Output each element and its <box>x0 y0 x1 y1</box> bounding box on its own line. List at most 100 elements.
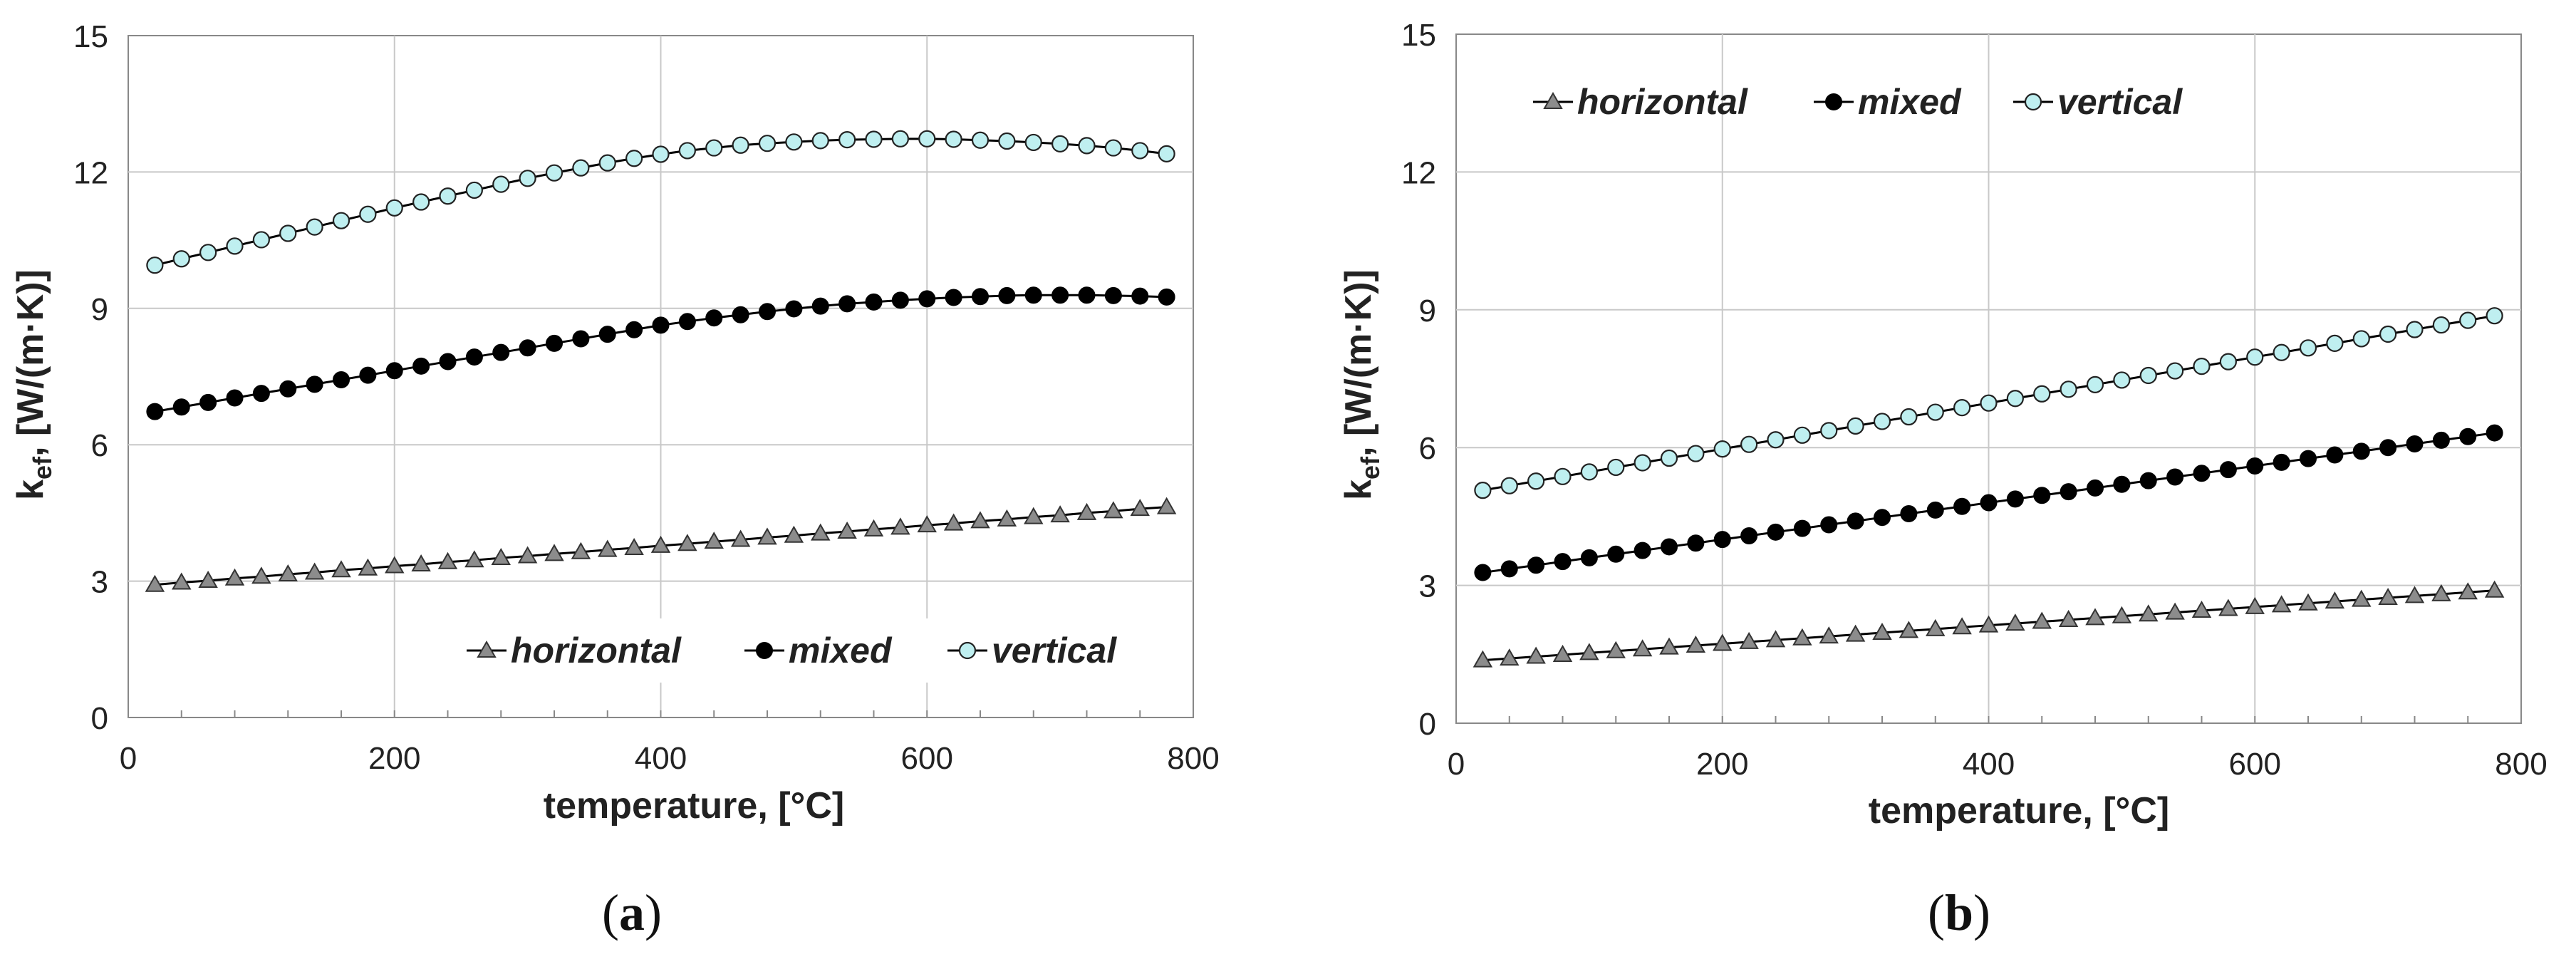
data-point-mixed <box>1474 564 1492 581</box>
data-point-mixed <box>465 348 483 366</box>
data-point-vertical <box>439 187 457 205</box>
data-point-horizontal <box>198 570 218 588</box>
y-axis-label: kef, [W/(m·K)] <box>10 269 57 500</box>
data-point-mixed <box>1953 497 1971 515</box>
y-tick-label: 9 <box>1419 294 1436 328</box>
data-point-vertical <box>1078 137 1096 155</box>
data-point-horizontal <box>2458 582 2478 600</box>
y-axis-label-subscript: ef <box>1356 456 1385 480</box>
data-point-vertical <box>1953 399 1971 417</box>
data-point-horizontal <box>1978 615 1999 633</box>
data-point-mixed <box>2459 428 2477 445</box>
data-point-horizontal <box>757 527 777 545</box>
data-point-horizontal <box>1473 650 1493 668</box>
data-point-horizontal <box>358 558 378 576</box>
data-point-horizontal <box>917 515 937 533</box>
data-point-mixed <box>1158 288 1175 306</box>
data-point-mixed <box>1078 286 1096 304</box>
data-point-horizontal <box>2271 595 2292 613</box>
data-point-mixed <box>1687 534 1705 552</box>
data-point-horizontal <box>863 519 884 537</box>
data-point-mixed <box>2352 442 2370 460</box>
data-point-horizontal <box>1076 502 1097 520</box>
data-point-horizontal <box>491 548 511 566</box>
data-point-horizontal <box>571 542 591 559</box>
legend-marker-mixed <box>1825 93 1842 110</box>
data-point-horizontal <box>1659 637 1679 655</box>
data-point-vertical <box>1687 445 1705 462</box>
data-point-mixed <box>785 300 803 318</box>
data-point-horizontal <box>890 517 910 535</box>
data-point-mixed <box>1104 286 1122 304</box>
data-point-horizontal <box>624 538 644 556</box>
data-point-vertical <box>2060 380 2077 398</box>
data-point-mixed <box>2166 468 2184 486</box>
data-point-horizontal <box>943 513 964 531</box>
data-point-mixed <box>2006 490 2024 508</box>
x-axis-label: temperature, [°C] <box>544 785 844 827</box>
data-point-vertical <box>998 132 1016 150</box>
data-point-vertical <box>1847 417 1864 435</box>
y-tick-label: 6 <box>91 428 108 463</box>
data-point-mixed <box>572 330 590 348</box>
data-point-vertical <box>1873 413 1891 430</box>
data-point-mixed <box>652 316 670 334</box>
data-point-vertical <box>865 130 883 148</box>
data-point-mixed <box>732 306 749 323</box>
data-point-horizontal <box>1926 618 1946 636</box>
legend-label-vertical: vertical <box>992 631 1117 670</box>
data-point-vertical <box>1580 463 1598 481</box>
data-point-vertical <box>732 136 749 154</box>
y-axis-label-subscript: ef <box>28 456 57 480</box>
data-point-vertical <box>252 231 270 249</box>
legend-background <box>452 618 1140 683</box>
data-point-mixed <box>252 385 270 403</box>
data-point-horizontal <box>1713 633 1733 651</box>
data-point-vertical <box>412 193 430 211</box>
data-point-vertical <box>465 181 483 200</box>
data-point-horizontal <box>1792 628 1812 646</box>
data-point-mixed <box>1131 287 1149 305</box>
data-point-horizontal <box>997 509 1017 527</box>
data-point-vertical <box>838 131 856 149</box>
data-point-vertical <box>2086 375 2104 393</box>
data-point-vertical <box>2033 385 2051 403</box>
data-point-horizontal <box>2005 613 2025 631</box>
data-point-vertical <box>1634 454 1651 472</box>
legend-marker-vertical <box>2024 93 2042 111</box>
data-point-vertical <box>918 130 936 147</box>
data-point-vertical <box>2352 330 2370 348</box>
data-point-horizontal <box>411 554 431 571</box>
data-point-vertical <box>678 142 696 160</box>
data-point-horizontal <box>2245 596 2265 614</box>
data-point-vertical <box>2326 334 2344 352</box>
data-point-vertical <box>172 250 190 268</box>
data-point-mixed <box>998 286 1016 304</box>
y-axis-label-main: k <box>1338 480 1379 500</box>
data-point-mixed <box>172 398 190 416</box>
data-point-mixed <box>1634 542 1651 559</box>
data-point-mixed <box>1661 538 1678 556</box>
data-point-mixed <box>945 289 962 306</box>
data-point-mixed <box>1024 286 1042 304</box>
data-point-horizontal <box>544 544 564 561</box>
x-axis-label: temperature, [°C] <box>1869 790 2169 831</box>
data-point-vertical <box>2273 343 2290 361</box>
data-point-horizontal <box>2431 584 2451 601</box>
data-point-mixed <box>705 309 723 327</box>
data-point-vertical <box>2486 307 2503 325</box>
y-tick-label: 15 <box>1401 18 1436 53</box>
data-point-horizontal <box>650 535 671 553</box>
data-point-vertical <box>1900 408 1918 426</box>
data-point-horizontal <box>837 522 857 539</box>
data-point-mixed <box>1740 527 1758 544</box>
data-point-mixed <box>2432 431 2450 449</box>
data-point-horizontal <box>1765 630 1786 648</box>
data-point-horizontal <box>2352 589 2372 607</box>
data-point-horizontal <box>970 511 990 529</box>
data-point-mixed <box>306 375 323 393</box>
y-axis-label: kef, [W/(m·K)] <box>1338 269 1385 500</box>
data-point-horizontal <box>1952 617 1972 635</box>
data-point-vertical <box>2006 390 2024 408</box>
data-point-horizontal <box>278 564 298 582</box>
